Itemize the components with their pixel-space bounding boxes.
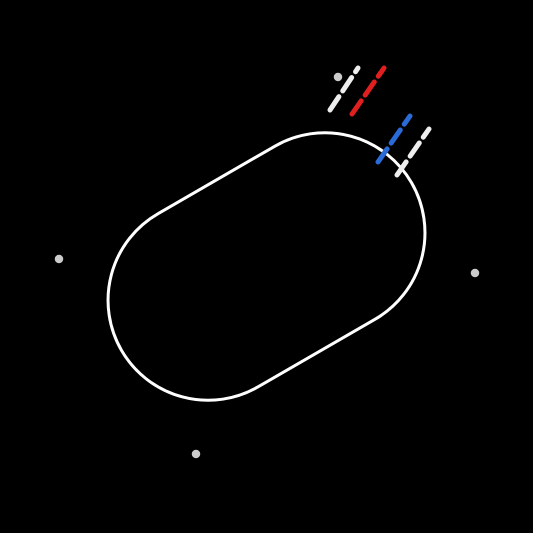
connector-dot-3 [333,72,343,82]
connector-dot-2 [470,268,480,278]
connector-dot-0 [54,254,64,264]
connector-dot-1 [191,449,201,459]
